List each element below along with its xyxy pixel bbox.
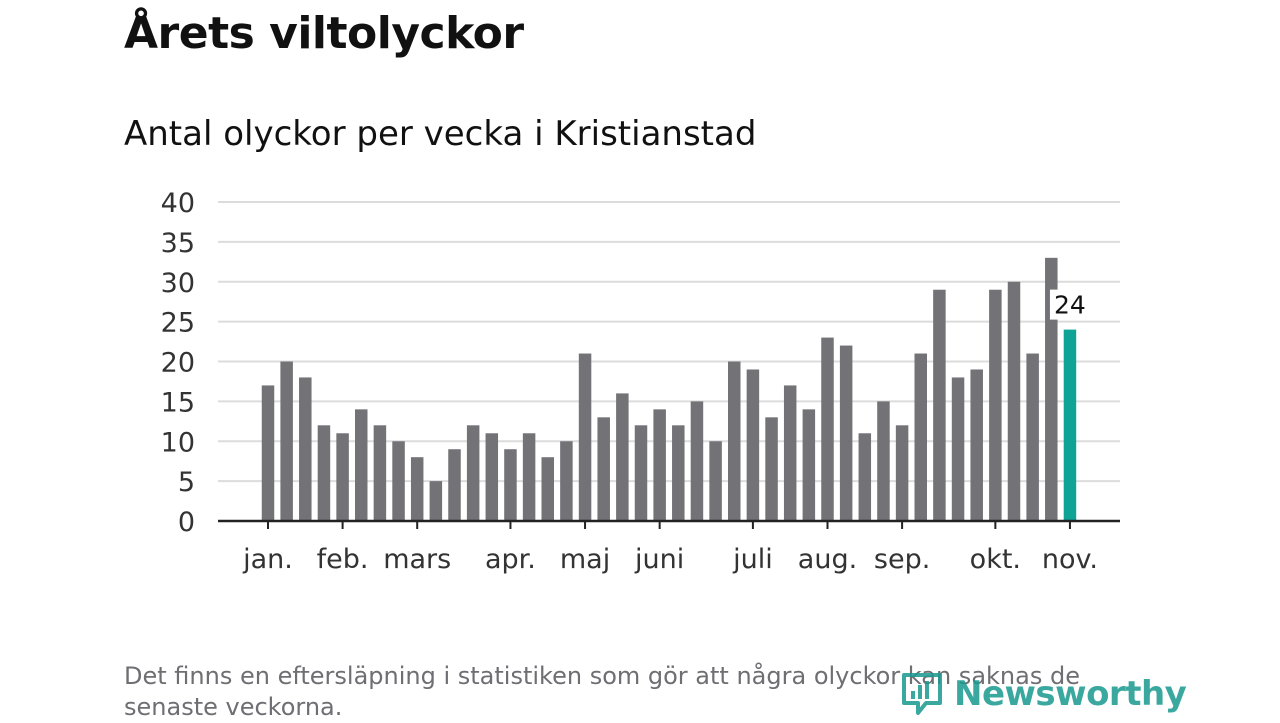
bar xyxy=(933,289,946,521)
bar xyxy=(821,337,834,521)
y-tick-label: 30 xyxy=(161,268,195,299)
bar xyxy=(261,385,275,521)
x-tick-label: maj xyxy=(560,544,610,575)
x-tick-label: okt. xyxy=(970,544,1021,575)
bar xyxy=(317,425,331,521)
bar xyxy=(728,361,741,521)
data-label-background xyxy=(1049,289,1090,320)
bar xyxy=(765,417,778,521)
bar xyxy=(951,377,965,521)
bar xyxy=(299,377,312,521)
bar xyxy=(1045,257,1058,521)
bar xyxy=(392,441,405,521)
bar xyxy=(970,369,983,521)
y-tick-label: 25 xyxy=(161,308,195,339)
bar xyxy=(858,433,872,521)
y-tick-label: 40 xyxy=(161,188,195,219)
bar xyxy=(877,401,890,521)
x-tick-label: sep. xyxy=(874,544,930,575)
highlighted-bar xyxy=(1063,329,1077,521)
bar xyxy=(895,425,909,521)
x-tick-label: feb. xyxy=(317,544,369,575)
bar xyxy=(783,385,797,521)
bar xyxy=(1026,353,1039,521)
bar xyxy=(560,441,573,521)
bar xyxy=(522,433,536,521)
x-tick-label: mars xyxy=(383,544,451,575)
bar xyxy=(280,361,293,521)
bar xyxy=(373,425,387,521)
y-tick-label: 15 xyxy=(161,387,195,418)
bar xyxy=(485,433,499,521)
x-tick-label: aug. xyxy=(798,544,857,575)
x-tick-label: nov. xyxy=(1042,544,1098,575)
x-tick-label: juni xyxy=(634,544,684,575)
x-tick-label: juli xyxy=(732,544,773,575)
bar xyxy=(448,449,461,521)
bar xyxy=(336,433,349,521)
bar xyxy=(802,409,816,521)
y-tick-label: 10 xyxy=(161,427,195,458)
newsworthy-logo-text: Newsworthy xyxy=(954,674,1187,714)
x-tick-label: jan. xyxy=(242,544,293,575)
bar xyxy=(466,425,480,521)
bar xyxy=(634,425,648,521)
bar xyxy=(616,393,629,521)
y-tick-label: 5 xyxy=(178,467,195,498)
bar xyxy=(709,441,722,521)
bar xyxy=(989,289,1002,521)
bar xyxy=(504,449,517,521)
x-tick-label: apr. xyxy=(485,544,536,575)
chart-title: Årets viltolyckor xyxy=(124,8,524,59)
bar xyxy=(410,457,424,521)
bar xyxy=(746,369,760,521)
bar xyxy=(653,409,666,521)
bar xyxy=(690,401,704,521)
bar xyxy=(597,417,610,521)
bar xyxy=(355,409,368,521)
bar xyxy=(578,353,592,521)
y-tick-label: 0 xyxy=(178,507,195,538)
bar xyxy=(839,345,853,521)
bar xyxy=(672,425,685,521)
bar-chart: 0 5 10 15 20 25 30 35 40 jan. feb. mars apr. maj juni j… xyxy=(161,188,1120,575)
bar xyxy=(541,457,554,521)
bar xyxy=(914,353,927,521)
chart-subtitle: Antal olyckor per vecka i Kristianstad xyxy=(124,114,757,154)
bar xyxy=(1007,281,1021,521)
y-tick-label: 35 xyxy=(161,228,195,259)
newsworthy-logo: Newsworthy xyxy=(900,670,1187,718)
data-label: 24 xyxy=(1054,291,1086,320)
newsworthy-logo-icon xyxy=(902,673,942,715)
y-tick-label: 20 xyxy=(161,348,195,379)
bar xyxy=(429,481,443,521)
